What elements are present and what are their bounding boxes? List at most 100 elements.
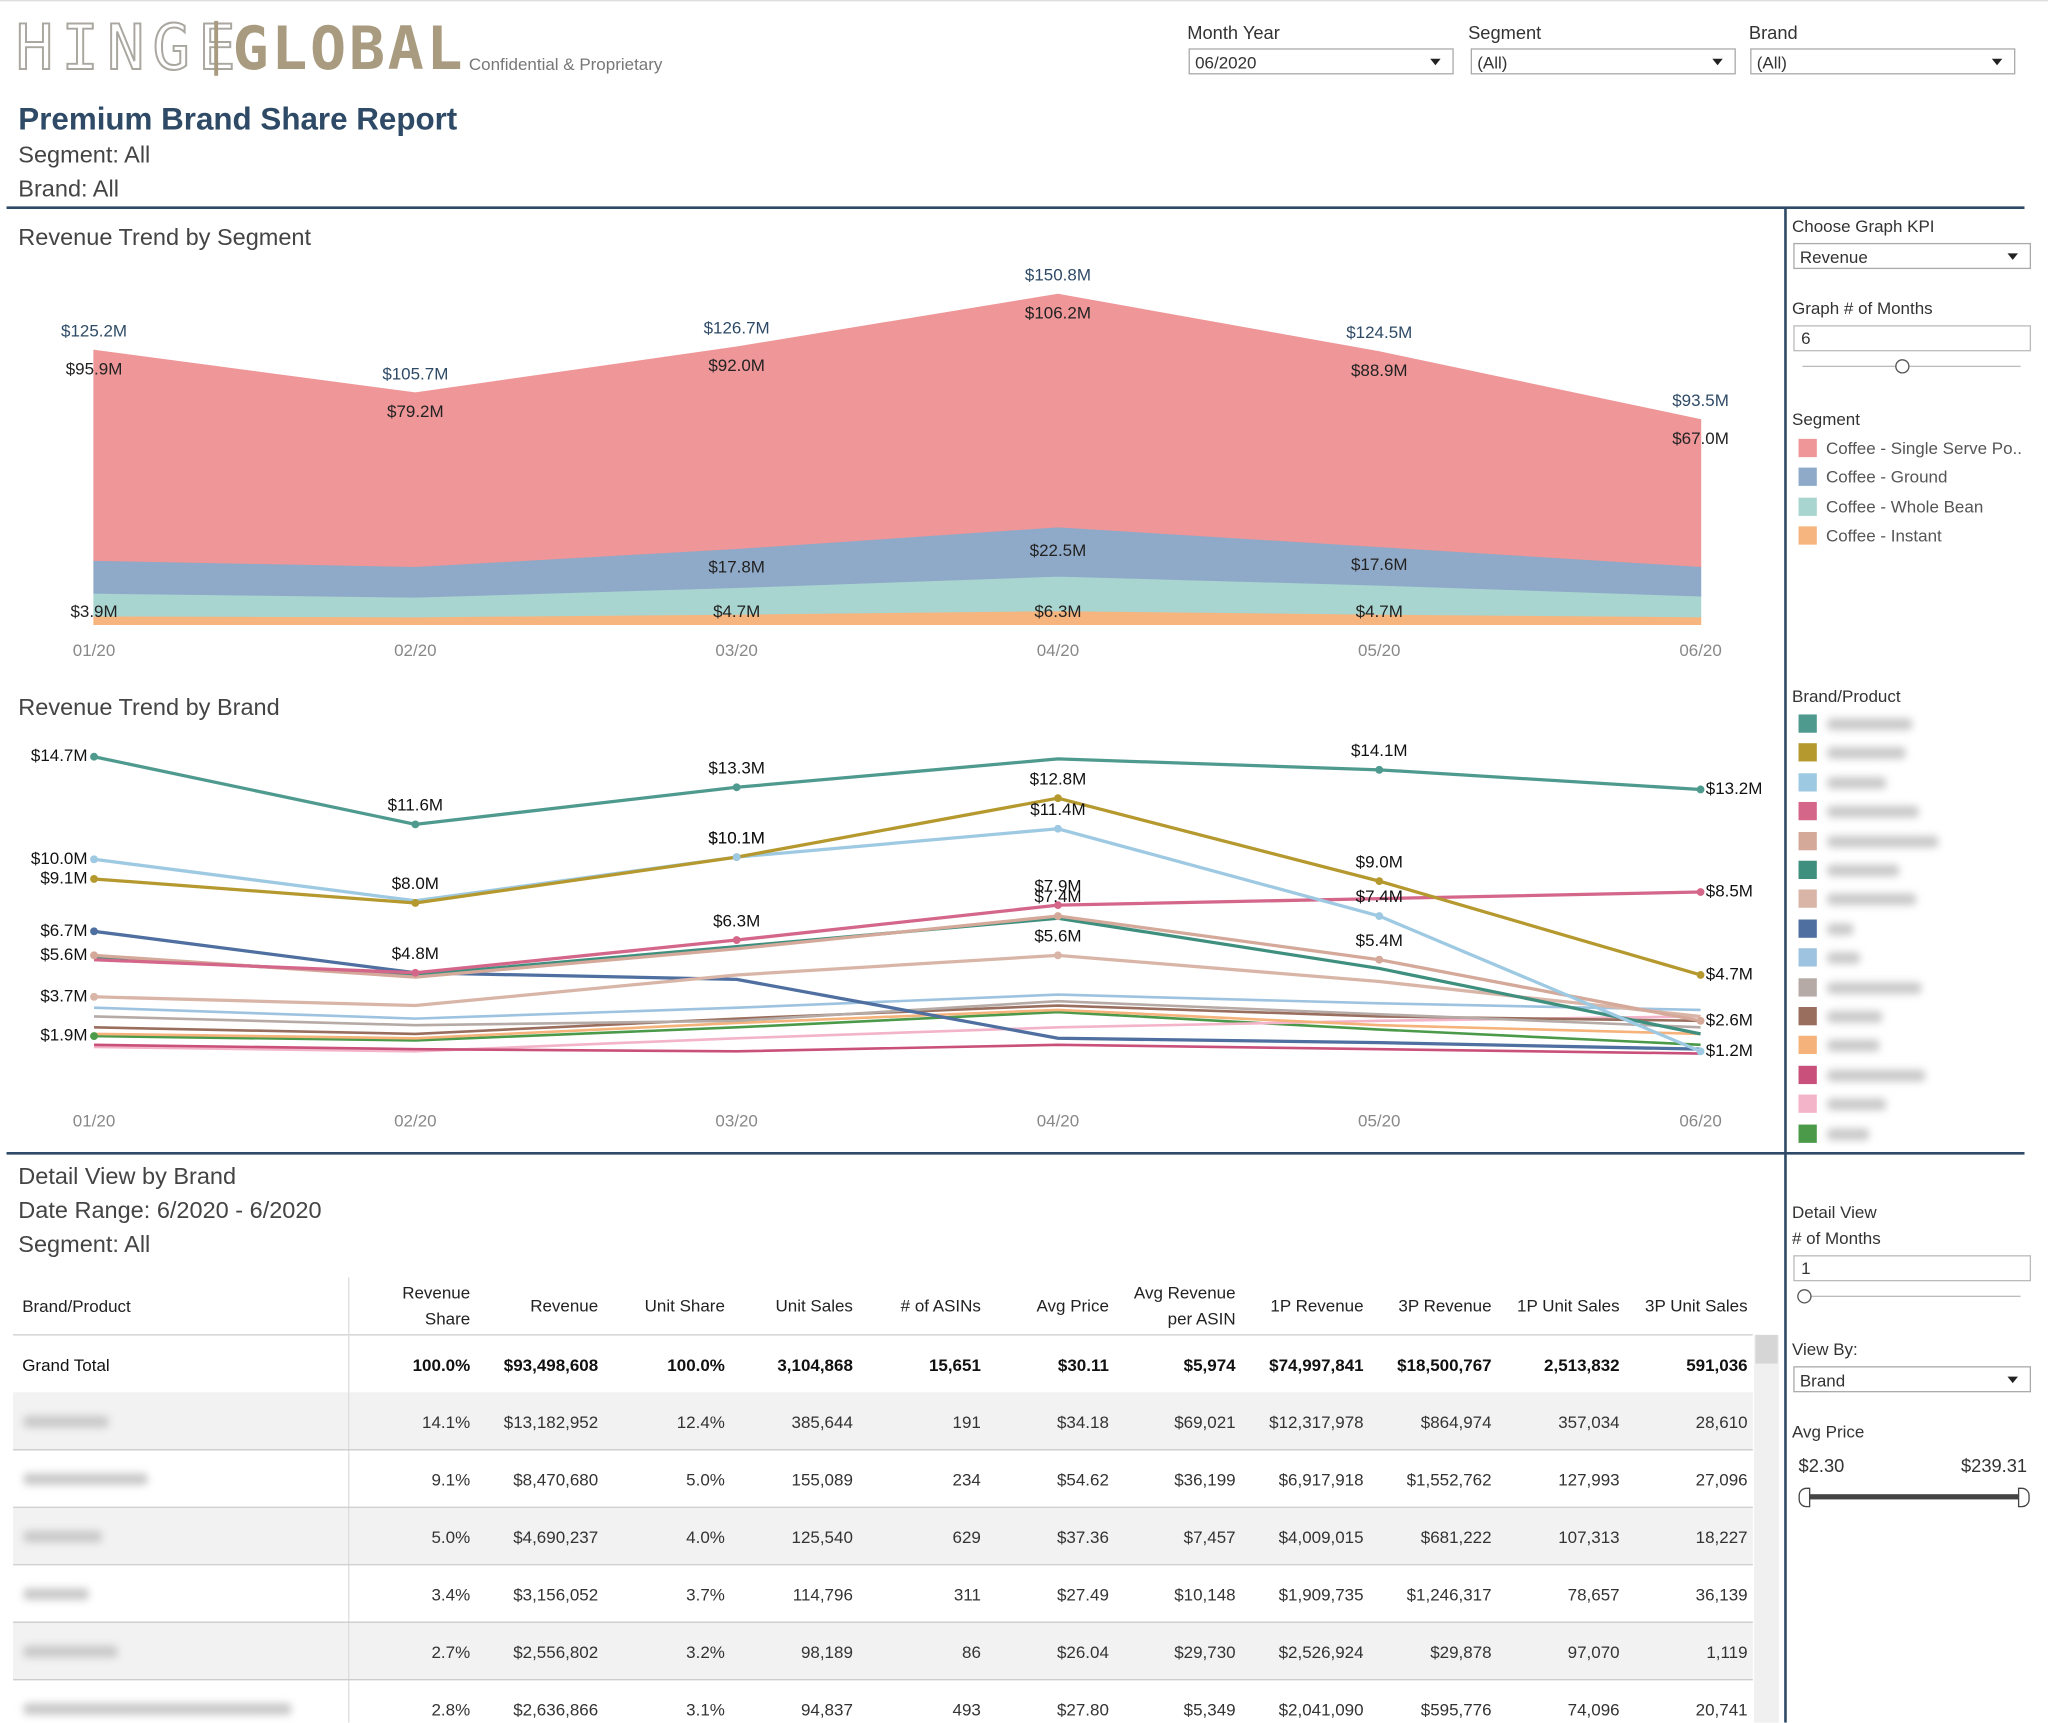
dropdown-arrow — [1991, 58, 2003, 66]
data-label: $13.3M — [708, 758, 765, 777]
brand-line — [94, 1010, 1701, 1047]
table-cell: $2,526,924 — [1278, 1642, 1364, 1663]
price-min: $2.30 — [1798, 1455, 1845, 1476]
table-cell: 107,313 — [1558, 1527, 1620, 1548]
data-label: $6.3M — [1034, 602, 1081, 621]
data-label: $4.8M — [392, 944, 439, 963]
range-knob[interactable] — [2017, 1487, 2030, 1508]
table-cell: 3.1% — [686, 1699, 725, 1720]
table-cell: 28,610 — [1695, 1412, 1748, 1433]
blurred-name — [1827, 776, 1887, 789]
filter-dropdown-value: 06/2020 — [1195, 52, 1257, 73]
table-cell: 234 — [952, 1470, 981, 1490]
table-cell: $10,148 — [1174, 1584, 1236, 1605]
point — [1054, 794, 1062, 803]
table-cell: $6,917,918 — [1278, 1470, 1364, 1490]
scrollbar-thumb[interactable] — [1755, 1334, 1778, 1364]
data-label: $9.1M — [40, 868, 87, 887]
total-label: $124.5M — [1346, 323, 1412, 342]
point — [732, 936, 741, 944]
detail-input[interactable]: 1 — [1793, 1255, 2032, 1282]
slider-knob[interactable] — [1797, 1289, 1812, 1304]
legend-swatch — [1798, 919, 1817, 938]
range-knob[interactable] — [1798, 1487, 1811, 1508]
filter-dropdown[interactable]: 06/2020 — [1188, 48, 1454, 75]
legend-swatch — [1798, 831, 1817, 850]
months-input[interactable]: 6 — [1793, 325, 2032, 352]
grand-total-cell: $93,498,608 — [503, 1355, 599, 1375]
legend-swatch — [1798, 1036, 1817, 1055]
point — [90, 927, 98, 936]
column-header: Unit Sales — [775, 1295, 853, 1316]
legend-swatch — [1798, 526, 1817, 545]
blurred-name — [1827, 952, 1860, 965]
data-label: $7.9M — [1034, 876, 1081, 895]
data-label: $106.2M — [1025, 303, 1091, 322]
column-header: Unit Share — [644, 1295, 725, 1316]
panel-label: Graph # of Months — [1791, 298, 1933, 319]
point — [1696, 971, 1705, 979]
filter-dropdown[interactable]: (All) — [1750, 48, 2016, 75]
table-cell: 385,644 — [791, 1412, 853, 1433]
kpi-dropdown[interactable]: Revenue — [1793, 242, 2032, 270]
x-tick-label: 04/20 — [1037, 641, 1079, 660]
chart-title: Revenue Trend by Segment — [18, 223, 312, 251]
blurred-name — [1827, 718, 1913, 731]
table-cell: 97,070 — [1567, 1642, 1620, 1663]
arrow-shape — [1991, 58, 2003, 66]
table-cell: $3,156,052 — [513, 1584, 599, 1605]
brand-line — [94, 999, 1701, 1029]
point — [90, 855, 98, 864]
brand-line — [94, 1015, 1701, 1053]
table-cell: $13,182,952 — [503, 1412, 599, 1433]
data-label: $11.6M — [388, 796, 443, 815]
column-header: Avg Price — [1036, 1295, 1109, 1316]
data-label: $92.0M — [708, 356, 765, 375]
point — [1375, 955, 1384, 964]
point — [1375, 765, 1384, 774]
legend-swatch — [1798, 1007, 1817, 1026]
x-tick-label: 05/20 — [1358, 641, 1400, 660]
slider-knob[interactable] — [1895, 359, 1910, 374]
viewby-dropdown[interactable]: Brand — [1793, 1366, 2032, 1393]
point — [1054, 951, 1062, 960]
data-label: $10.1M — [708, 828, 765, 847]
scrollbar — [1754, 1334, 1779, 1723]
grand-total-cell: $30.11 — [1057, 1355, 1109, 1375]
table-cell: 36,139 — [1695, 1584, 1748, 1605]
legend-label: Coffee - Ground — [1825, 467, 1948, 488]
blurred-name — [1827, 1127, 1870, 1140]
legend-swatch — [1798, 1065, 1817, 1084]
table-cell: $36,199 — [1174, 1470, 1236, 1490]
table-cell: $37.36 — [1056, 1527, 1109, 1548]
blurred-name — [1827, 1069, 1926, 1082]
legend-label: Coffee - Instant — [1825, 525, 1942, 546]
data-label: $79.2M — [387, 402, 444, 421]
blurred-name — [1827, 806, 1919, 818]
data-label: $14.1M — [1351, 741, 1408, 760]
column-header: 1P Revenue — [1270, 1295, 1364, 1316]
table-cell: $1,552,762 — [1406, 1470, 1492, 1490]
tagline: Confidential & Proprietary — [468, 54, 663, 74]
x-tick-label: 06/20 — [1679, 1111, 1721, 1130]
chart-title: Revenue Trend by Brand — [18, 694, 280, 721]
table-cell: $12,317,978 — [1269, 1412, 1364, 1433]
table-cell: 493 — [952, 1699, 981, 1720]
table-cell: 3.2% — [686, 1642, 725, 1663]
legend-swatch — [1798, 889, 1817, 909]
column-header: 3P Revenue — [1398, 1295, 1492, 1316]
data-label: $5.6M — [40, 945, 87, 964]
filter-dropdown[interactable]: (All) — [1470, 48, 1736, 75]
table-cell: 4.0% — [686, 1527, 725, 1548]
blurred-name — [23, 1530, 102, 1543]
grand-total-cell: $74,997,841 — [1269, 1355, 1364, 1375]
grand-total-cell: $5,974 — [1183, 1355, 1236, 1375]
table-cell: $8,470,680 — [513, 1470, 599, 1490]
slider-track — [1802, 365, 2021, 368]
dropdown-arrow — [2007, 253, 2018, 260]
report-segment: Segment: All — [18, 141, 151, 168]
blurred-name — [23, 1415, 109, 1428]
dropdown-arrow — [1430, 58, 1441, 66]
data-label: $7.4M — [1034, 887, 1081, 906]
